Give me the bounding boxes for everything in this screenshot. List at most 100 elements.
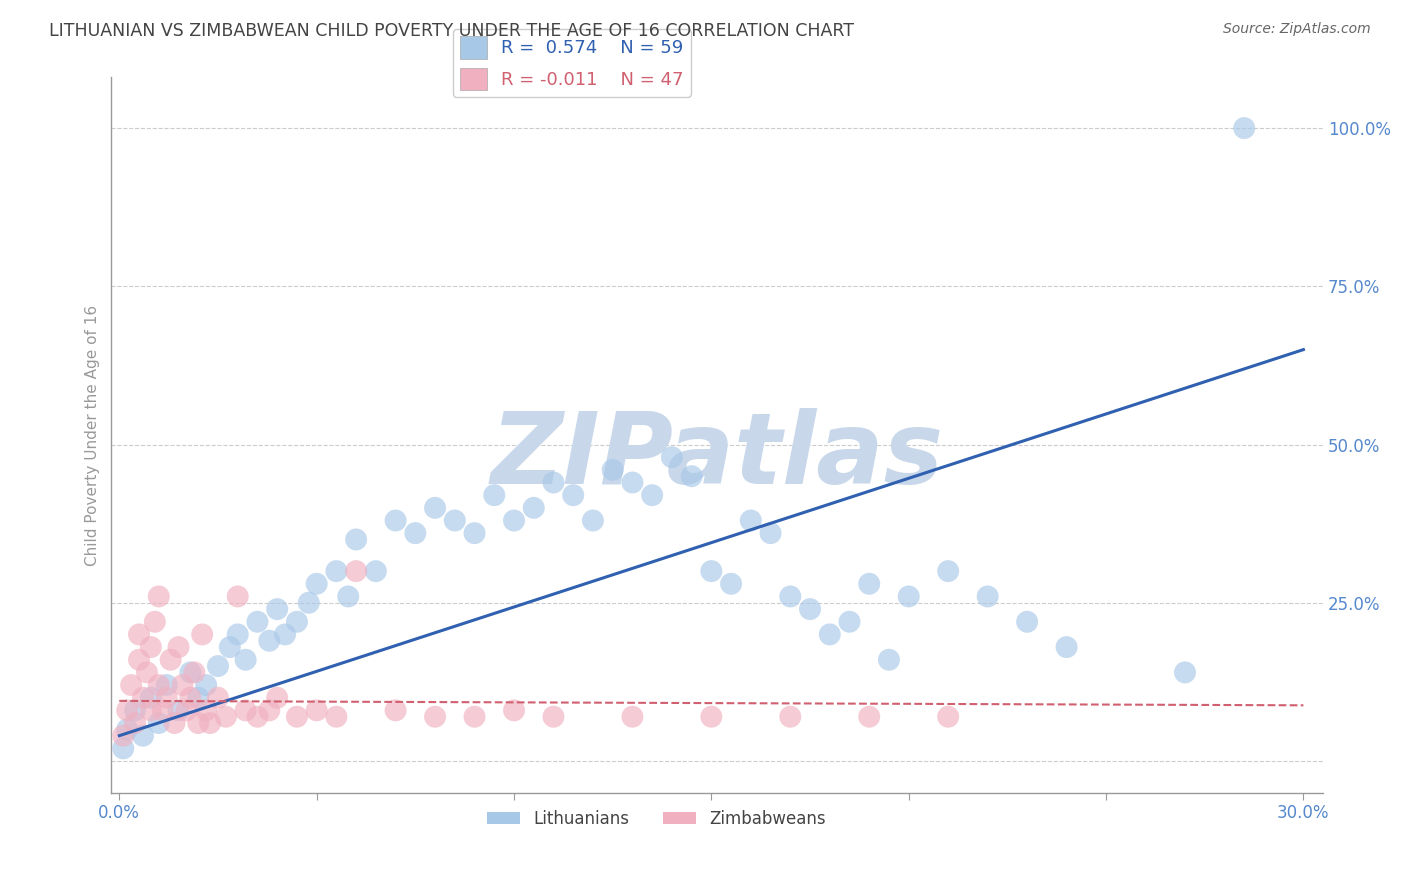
Point xyxy=(720,576,742,591)
Point xyxy=(700,709,723,723)
Point xyxy=(344,533,367,547)
Point xyxy=(602,463,624,477)
Point xyxy=(115,703,138,717)
Point xyxy=(976,590,998,604)
Point xyxy=(464,526,486,541)
Point xyxy=(897,590,920,604)
Point xyxy=(207,690,229,705)
Point xyxy=(218,640,240,654)
Point xyxy=(779,709,801,723)
Point xyxy=(172,678,194,692)
Point xyxy=(191,627,214,641)
Point xyxy=(266,602,288,616)
Point xyxy=(139,703,162,717)
Point xyxy=(562,488,585,502)
Point xyxy=(305,703,328,717)
Point xyxy=(1017,615,1039,629)
Point xyxy=(1233,121,1256,136)
Point xyxy=(582,514,605,528)
Point xyxy=(621,475,644,490)
Point xyxy=(215,709,238,723)
Point xyxy=(187,690,209,705)
Point xyxy=(235,703,257,717)
Point xyxy=(936,564,959,578)
Point xyxy=(167,640,190,654)
Point xyxy=(259,633,281,648)
Point xyxy=(246,615,269,629)
Point xyxy=(404,526,426,541)
Point xyxy=(877,653,900,667)
Point xyxy=(325,709,347,723)
Point xyxy=(115,723,138,737)
Point xyxy=(148,678,170,692)
Point xyxy=(274,627,297,641)
Point xyxy=(1174,665,1197,680)
Point xyxy=(799,602,821,616)
Point xyxy=(152,703,174,717)
Point xyxy=(423,709,446,723)
Point xyxy=(443,514,465,528)
Point xyxy=(187,716,209,731)
Point xyxy=(128,653,150,667)
Point xyxy=(1056,640,1078,654)
Point xyxy=(176,703,198,717)
Point xyxy=(503,514,526,528)
Point xyxy=(423,500,446,515)
Point xyxy=(207,659,229,673)
Point xyxy=(543,709,565,723)
Point xyxy=(641,488,664,502)
Point xyxy=(226,590,249,604)
Point xyxy=(156,690,179,705)
Text: Source: ZipAtlas.com: Source: ZipAtlas.com xyxy=(1223,22,1371,37)
Point xyxy=(700,564,723,578)
Point xyxy=(298,596,321,610)
Point xyxy=(139,690,162,705)
Point xyxy=(621,709,644,723)
Point xyxy=(858,709,880,723)
Point xyxy=(838,615,860,629)
Point xyxy=(159,653,181,667)
Point xyxy=(818,627,841,641)
Point xyxy=(235,653,257,667)
Point xyxy=(344,564,367,578)
Text: LITHUANIAN VS ZIMBABWEAN CHILD POVERTY UNDER THE AGE OF 16 CORRELATION CHART: LITHUANIAN VS ZIMBABWEAN CHILD POVERTY U… xyxy=(49,22,855,40)
Point xyxy=(148,716,170,731)
Point xyxy=(132,690,155,705)
Point xyxy=(195,678,218,692)
Point xyxy=(183,665,205,680)
Point xyxy=(124,703,146,717)
Point xyxy=(179,665,201,680)
Point xyxy=(259,703,281,717)
Point xyxy=(759,526,782,541)
Point xyxy=(112,741,135,756)
Point xyxy=(503,703,526,717)
Point xyxy=(179,690,201,705)
Point xyxy=(779,590,801,604)
Point xyxy=(132,729,155,743)
Point xyxy=(226,627,249,641)
Point xyxy=(305,576,328,591)
Point xyxy=(285,709,308,723)
Point xyxy=(167,703,190,717)
Point xyxy=(325,564,347,578)
Point xyxy=(285,615,308,629)
Point xyxy=(740,514,762,528)
Y-axis label: Child Poverty Under the Age of 16: Child Poverty Under the Age of 16 xyxy=(86,304,100,566)
Legend: Lithuanians, Zimbabweans: Lithuanians, Zimbabweans xyxy=(481,803,832,834)
Point xyxy=(681,469,703,483)
Point xyxy=(156,678,179,692)
Point xyxy=(858,576,880,591)
Point xyxy=(484,488,506,502)
Point xyxy=(246,709,269,723)
Point xyxy=(543,475,565,490)
Point xyxy=(139,640,162,654)
Point xyxy=(195,703,218,717)
Point xyxy=(337,590,360,604)
Point xyxy=(120,678,142,692)
Point xyxy=(163,716,186,731)
Point xyxy=(384,514,406,528)
Point xyxy=(112,729,135,743)
Point xyxy=(198,716,221,731)
Point xyxy=(266,690,288,705)
Point xyxy=(523,500,546,515)
